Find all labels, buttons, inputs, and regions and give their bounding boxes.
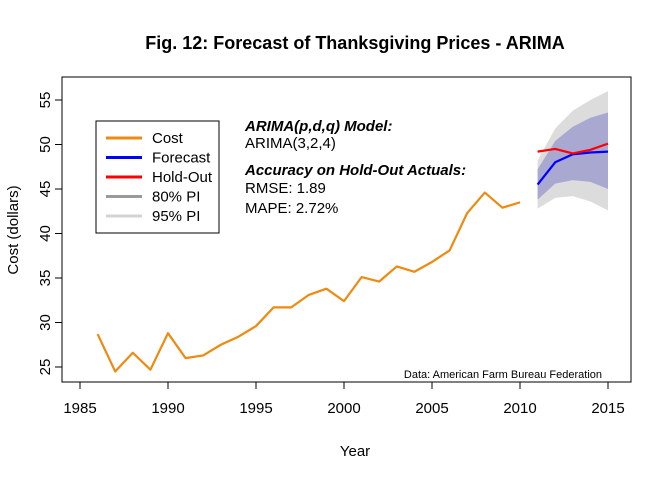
- series-line-cost: [96, 191, 521, 373]
- series-lines: [96, 142, 609, 373]
- legend-label: Forecast: [152, 150, 211, 167]
- y-tick-label: 25: [37, 359, 54, 376]
- legend-label: 80% PI: [152, 189, 200, 206]
- x-tick-label: 1990: [151, 400, 184, 417]
- legend: Cost Forecast Hold-Out 80% PI 95% PI: [95, 120, 220, 234]
- x-tick-label: 1985: [63, 400, 96, 417]
- y-axis: 25 30 35 40 45 50 55: [37, 92, 63, 376]
- x-tick-label: 2015: [591, 400, 624, 417]
- y-tick-label: 40: [37, 225, 54, 242]
- chart-title: Fig. 12: Forecast of Thanksgiving Prices…: [145, 33, 564, 53]
- y-tick-label: 35: [37, 270, 54, 287]
- x-axis-label: Year: [340, 443, 370, 460]
- x-tick-label: 1995: [239, 400, 272, 417]
- source-note: Data: American Farm Bureau Federation: [404, 369, 602, 381]
- y-tick-label: 55: [37, 92, 54, 109]
- model-value: ARIMA(3,2,4): [245, 135, 336, 152]
- legend-label: 95% PI: [152, 208, 200, 225]
- interval-bands: [537, 91, 608, 211]
- y-tick-label: 50: [37, 136, 54, 153]
- series-line-hold-out: [537, 142, 609, 155]
- x-axis: 1985 1990 1995 2000 2005 2010 2015: [63, 381, 625, 417]
- legend-label: Hold-Out: [152, 169, 213, 186]
- y-axis-label: Cost (dollars): [5, 185, 22, 274]
- y-tick-label: 45: [37, 181, 54, 198]
- rmse-value: RMSE: 1.89: [245, 180, 326, 197]
- x-tick-label: 2000: [327, 400, 360, 417]
- model-annotation: ARIMA(p,d,q) Model: ARIMA(3,2,4) Accurac…: [244, 118, 466, 217]
- legend-label: Cost: [152, 130, 184, 147]
- model-heading: ARIMA(p,d,q) Model:: [244, 118, 392, 135]
- mape-value: MAPE: 2.72%: [245, 200, 338, 217]
- x-tick-label: 2010: [503, 400, 536, 417]
- y-tick-label: 30: [37, 314, 54, 331]
- accuracy-heading: Accuracy on Hold-Out Actuals:: [244, 162, 466, 179]
- x-tick-label: 2005: [415, 400, 448, 417]
- band-80-pi: [537, 112, 608, 200]
